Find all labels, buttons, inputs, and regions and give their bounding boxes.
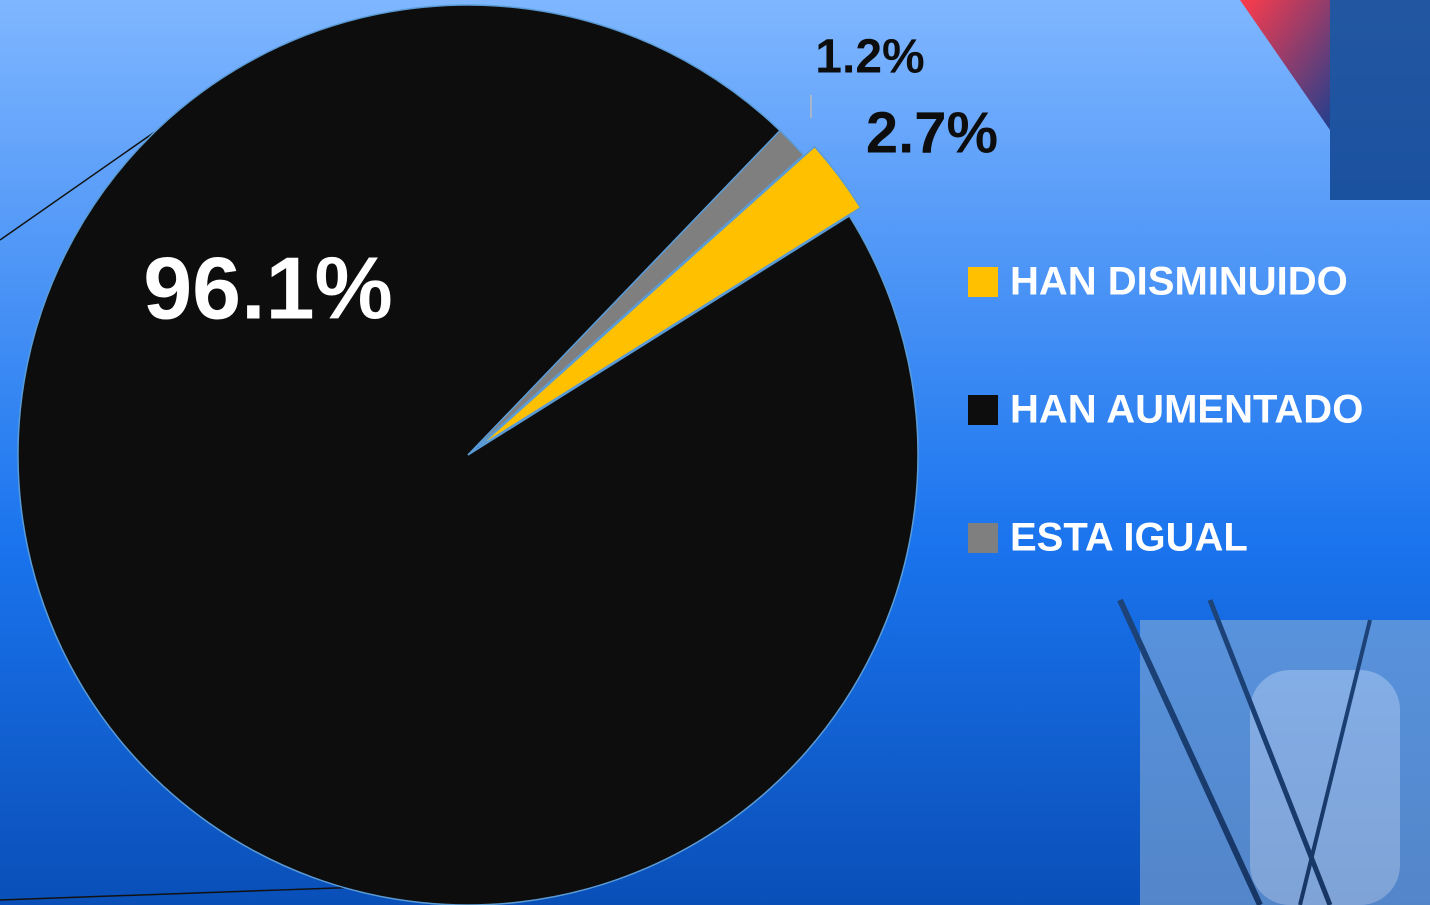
legend-swatch	[968, 267, 998, 297]
pie-slice	[478, 145, 862, 448]
data-label: 1.2%	[815, 31, 924, 84]
legend-label: HAN AUMENTADO	[1010, 388, 1363, 432]
pie-slice	[467, 129, 805, 456]
legend-label: ESTA IGUAL	[1010, 516, 1248, 560]
legend-swatch	[968, 523, 998, 553]
data-label: 96.1%	[143, 238, 393, 337]
legend-swatch	[968, 395, 998, 425]
data-label: 2.7%	[866, 100, 998, 165]
decor-band	[1330, 0, 1430, 200]
legend-label: HAN DISMINUIDO	[1010, 260, 1348, 304]
decor-photo	[1117, 598, 1430, 905]
decor-corner	[1240, 0, 1330, 130]
